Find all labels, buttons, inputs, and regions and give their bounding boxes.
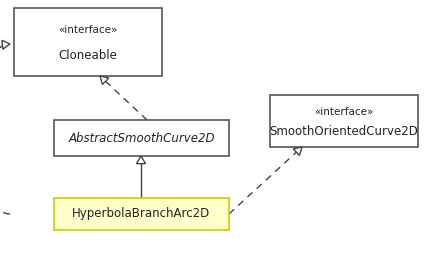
FancyBboxPatch shape (14, 8, 162, 76)
Polygon shape (2, 40, 10, 49)
Text: Cloneable: Cloneable (59, 49, 117, 62)
FancyBboxPatch shape (270, 95, 418, 147)
Text: AbstractSmoothCurve2D: AbstractSmoothCurve2D (68, 132, 215, 144)
FancyBboxPatch shape (54, 120, 229, 156)
Text: «interface»: «interface» (58, 25, 118, 35)
Polygon shape (293, 147, 302, 155)
Text: «interface»: «interface» (314, 107, 374, 117)
Text: HyperbolaBranchArc2D: HyperbolaBranchArc2D (72, 208, 211, 220)
FancyBboxPatch shape (54, 198, 229, 230)
Polygon shape (137, 156, 146, 164)
Polygon shape (100, 76, 109, 84)
Text: SmoothOrientedCurve2D: SmoothOrientedCurve2D (270, 125, 419, 138)
